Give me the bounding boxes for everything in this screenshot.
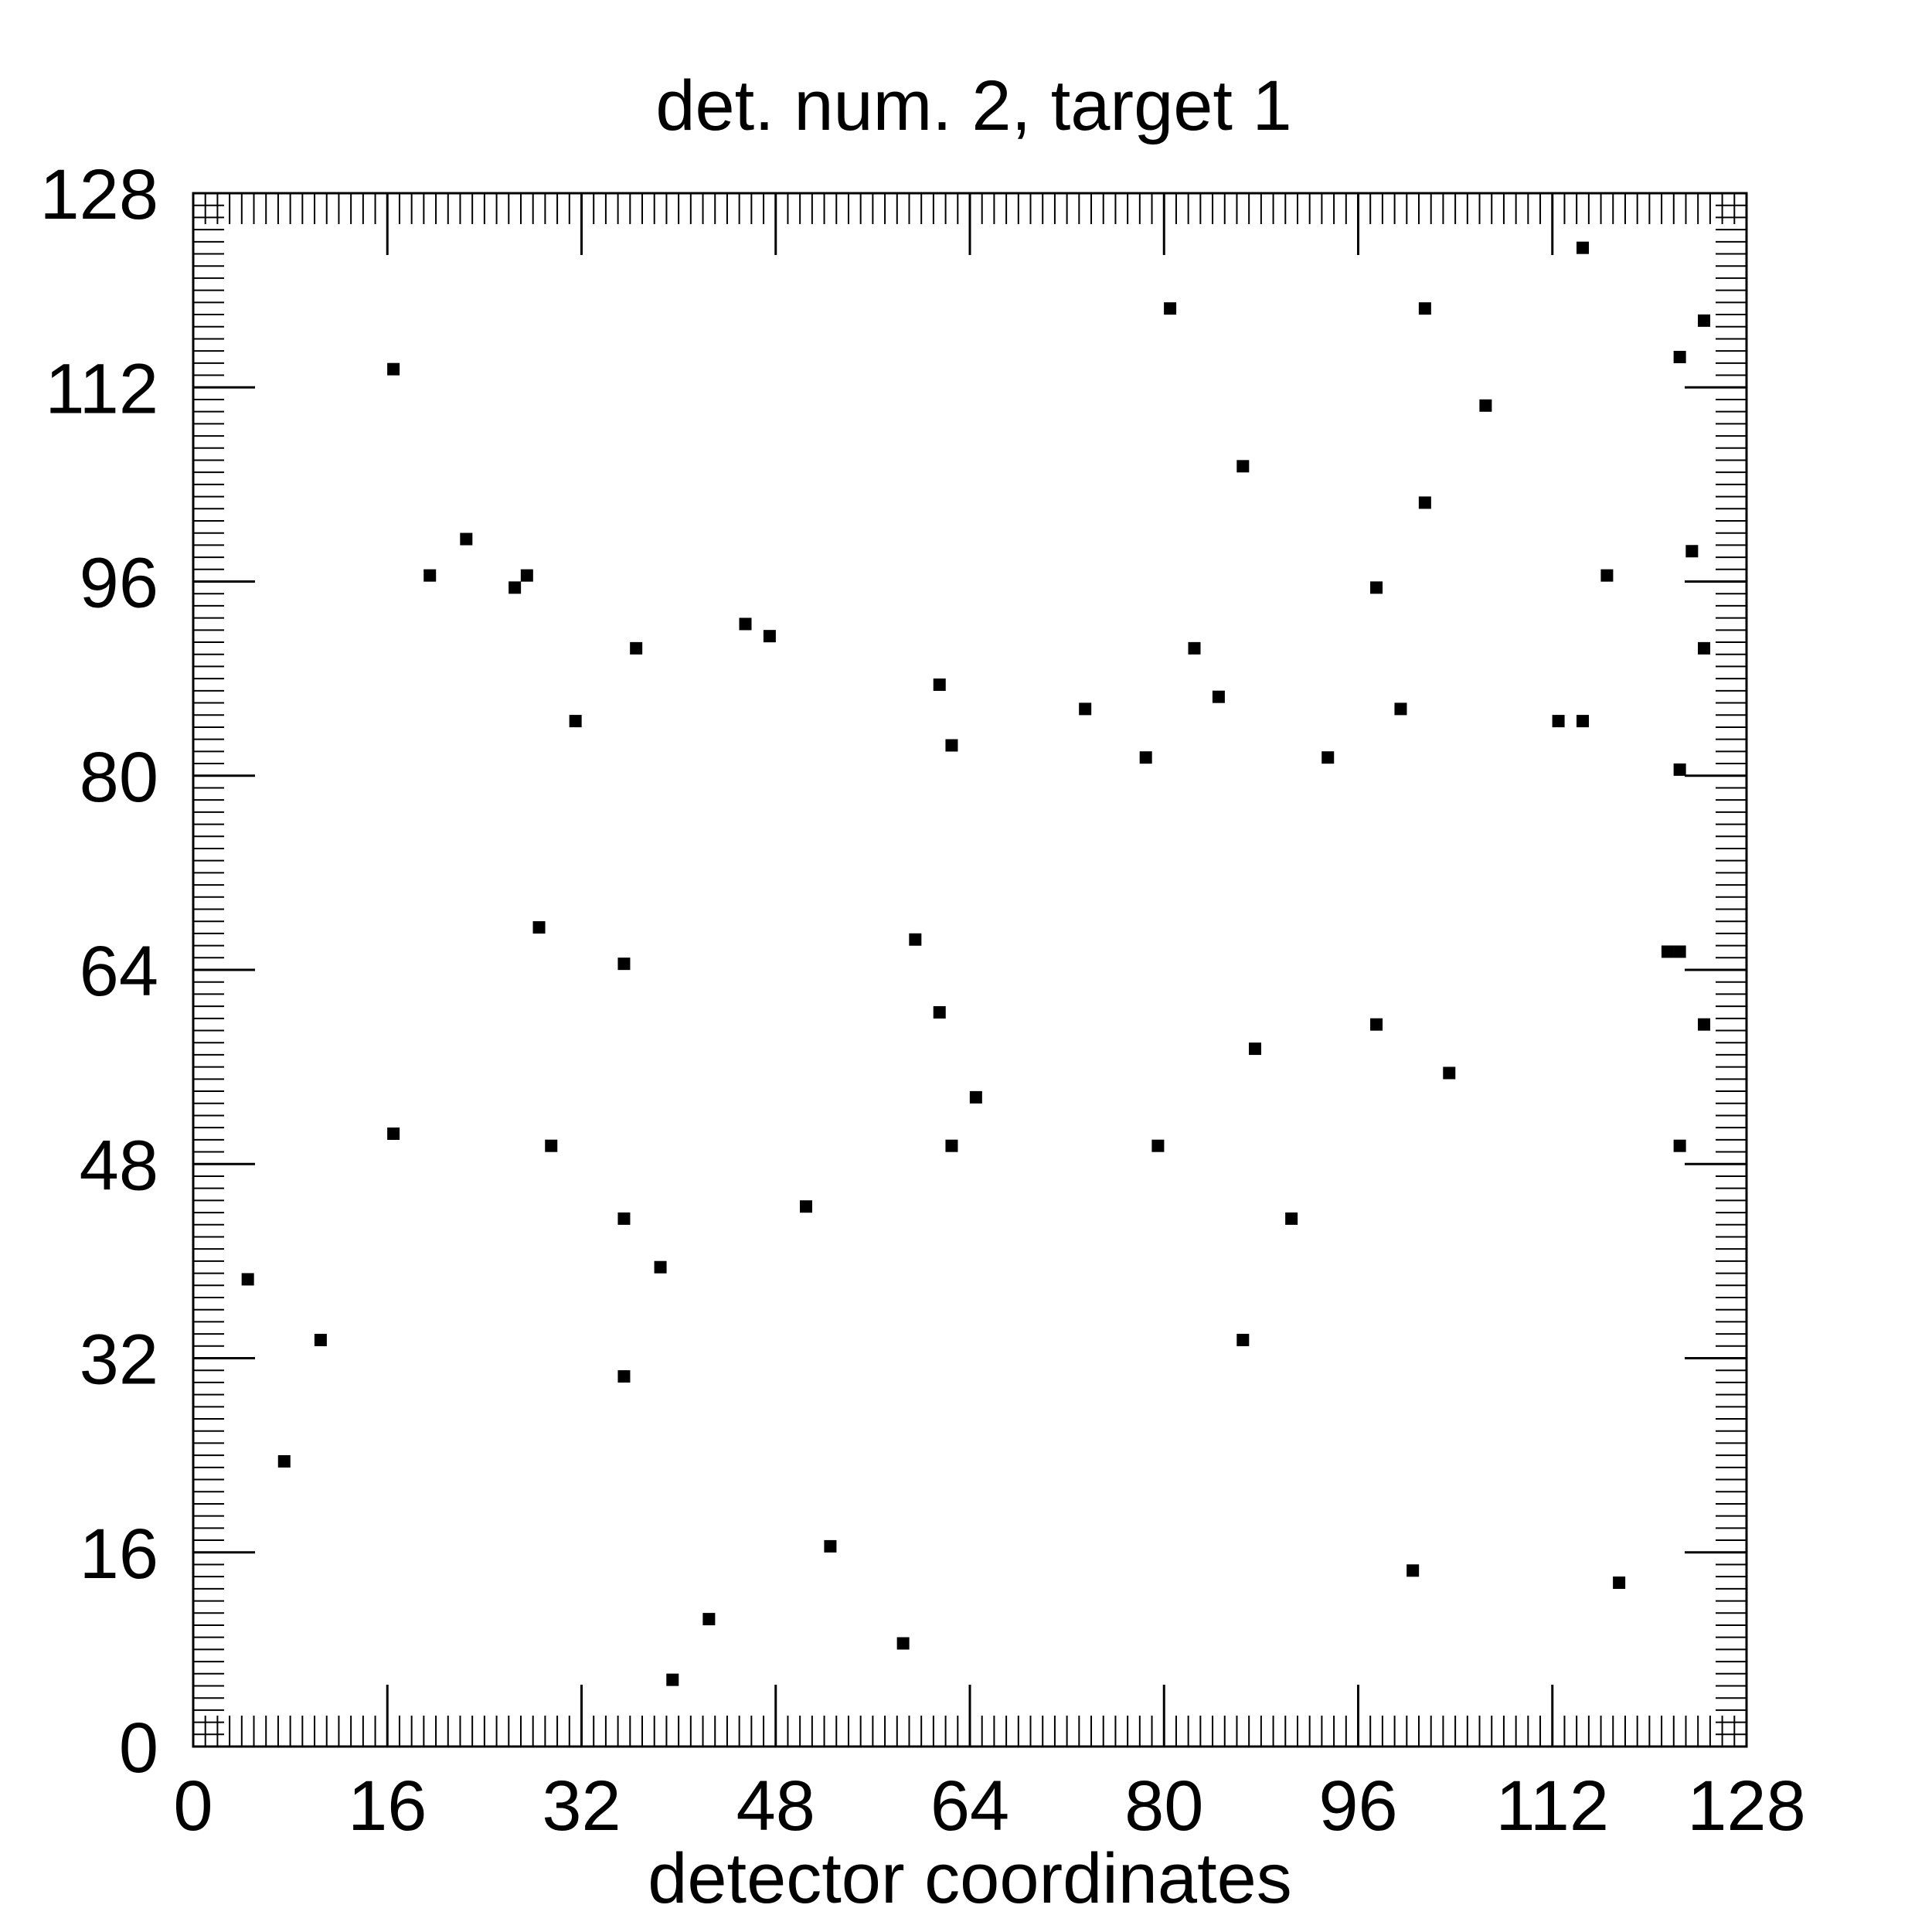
x-axis-tick-labels: 0 16 32 48 64 80 96 112 128	[173, 1767, 1805, 1845]
data-point	[933, 1005, 946, 1019]
data-point	[1418, 302, 1431, 315]
data-point	[800, 1200, 813, 1213]
data-point	[909, 933, 922, 946]
x-tick-label: 112	[1495, 1767, 1609, 1845]
data-points	[241, 241, 1711, 1686]
data-point	[617, 1370, 631, 1383]
data-point	[460, 532, 473, 546]
data-point	[1321, 751, 1335, 764]
data-point	[509, 581, 522, 594]
data-point	[1151, 1139, 1165, 1152]
data-point	[1479, 399, 1492, 412]
data-point	[520, 569, 533, 582]
axis-ticks	[192, 192, 1748, 1748]
data-point	[1249, 1043, 1262, 1056]
data-point	[1236, 1333, 1250, 1346]
data-point	[241, 1273, 254, 1286]
data-point	[666, 1673, 679, 1686]
x-tick-label: 48	[736, 1767, 815, 1845]
data-point	[1685, 545, 1699, 558]
data-point	[1079, 702, 1092, 716]
plot-frame	[192, 192, 1748, 1748]
data-point	[1188, 641, 1201, 655]
data-point	[423, 569, 437, 582]
data-point	[1600, 569, 1614, 582]
data-point	[387, 1127, 400, 1140]
data-point	[945, 739, 958, 752]
data-point	[1552, 715, 1565, 728]
data-point	[1212, 690, 1225, 703]
data-point	[824, 1539, 837, 1553]
data-point	[1698, 314, 1711, 327]
data-point	[1394, 702, 1407, 716]
data-point	[617, 957, 631, 971]
chart-title: det. num. 2, target 1	[655, 66, 1291, 145]
data-point	[702, 1613, 716, 1626]
data-point	[1418, 496, 1431, 509]
data-point	[630, 641, 643, 655]
data-point	[569, 715, 582, 728]
y-tick-label: 48	[80, 1126, 158, 1205]
data-point	[763, 630, 776, 643]
y-tick-label: 128	[40, 155, 159, 234]
y-axis-tick-labels: 0 16 32 48 64 80 96 112 128	[40, 155, 159, 1787]
data-point	[617, 1212, 631, 1225]
data-point	[969, 1090, 982, 1104]
data-point	[532, 921, 546, 934]
x-tick-label: 80	[1124, 1767, 1203, 1845]
x-tick-label: 16	[348, 1767, 427, 1845]
data-point	[1698, 1018, 1711, 1031]
data-point	[654, 1260, 667, 1274]
data-point	[933, 678, 946, 691]
data-point	[1613, 1577, 1626, 1590]
data-point	[1698, 641, 1711, 655]
data-point	[1164, 302, 1177, 315]
data-point	[1673, 763, 1686, 776]
data-point	[1673, 350, 1686, 363]
x-axis-label: detector coordinates	[648, 1839, 1292, 1918]
data-point	[1577, 241, 1590, 254]
y-tick-label: 32	[80, 1321, 158, 1400]
y-tick-label: 112	[45, 349, 158, 428]
data-point	[1577, 715, 1590, 728]
data-point	[1443, 1066, 1456, 1080]
data-point	[545, 1139, 558, 1152]
data-point	[1236, 460, 1250, 473]
data-point	[1406, 1564, 1420, 1577]
data-point	[1370, 1018, 1383, 1031]
x-tick-label: 64	[930, 1767, 1009, 1845]
data-point	[277, 1454, 291, 1468]
data-point	[314, 1333, 327, 1346]
data-point	[1285, 1212, 1298, 1225]
data-point	[1370, 581, 1383, 594]
data-point	[739, 617, 752, 631]
y-tick-label: 80	[80, 738, 158, 817]
y-tick-label: 16	[80, 1515, 158, 1594]
data-point	[896, 1637, 910, 1650]
data-point	[1673, 945, 1686, 958]
data-point	[1673, 1139, 1686, 1152]
x-tick-label: 96	[1318, 1767, 1397, 1845]
data-point	[1661, 945, 1674, 958]
x-tick-label: 0	[173, 1767, 213, 1845]
y-tick-label: 64	[80, 932, 158, 1011]
y-tick-label: 96	[80, 544, 158, 623]
x-tick-label: 32	[542, 1767, 621, 1845]
y-tick-label: 0	[119, 1709, 158, 1787]
x-tick-label: 128	[1687, 1767, 1806, 1845]
data-point	[387, 362, 400, 376]
data-point	[1139, 751, 1152, 764]
data-point	[945, 1139, 958, 1152]
